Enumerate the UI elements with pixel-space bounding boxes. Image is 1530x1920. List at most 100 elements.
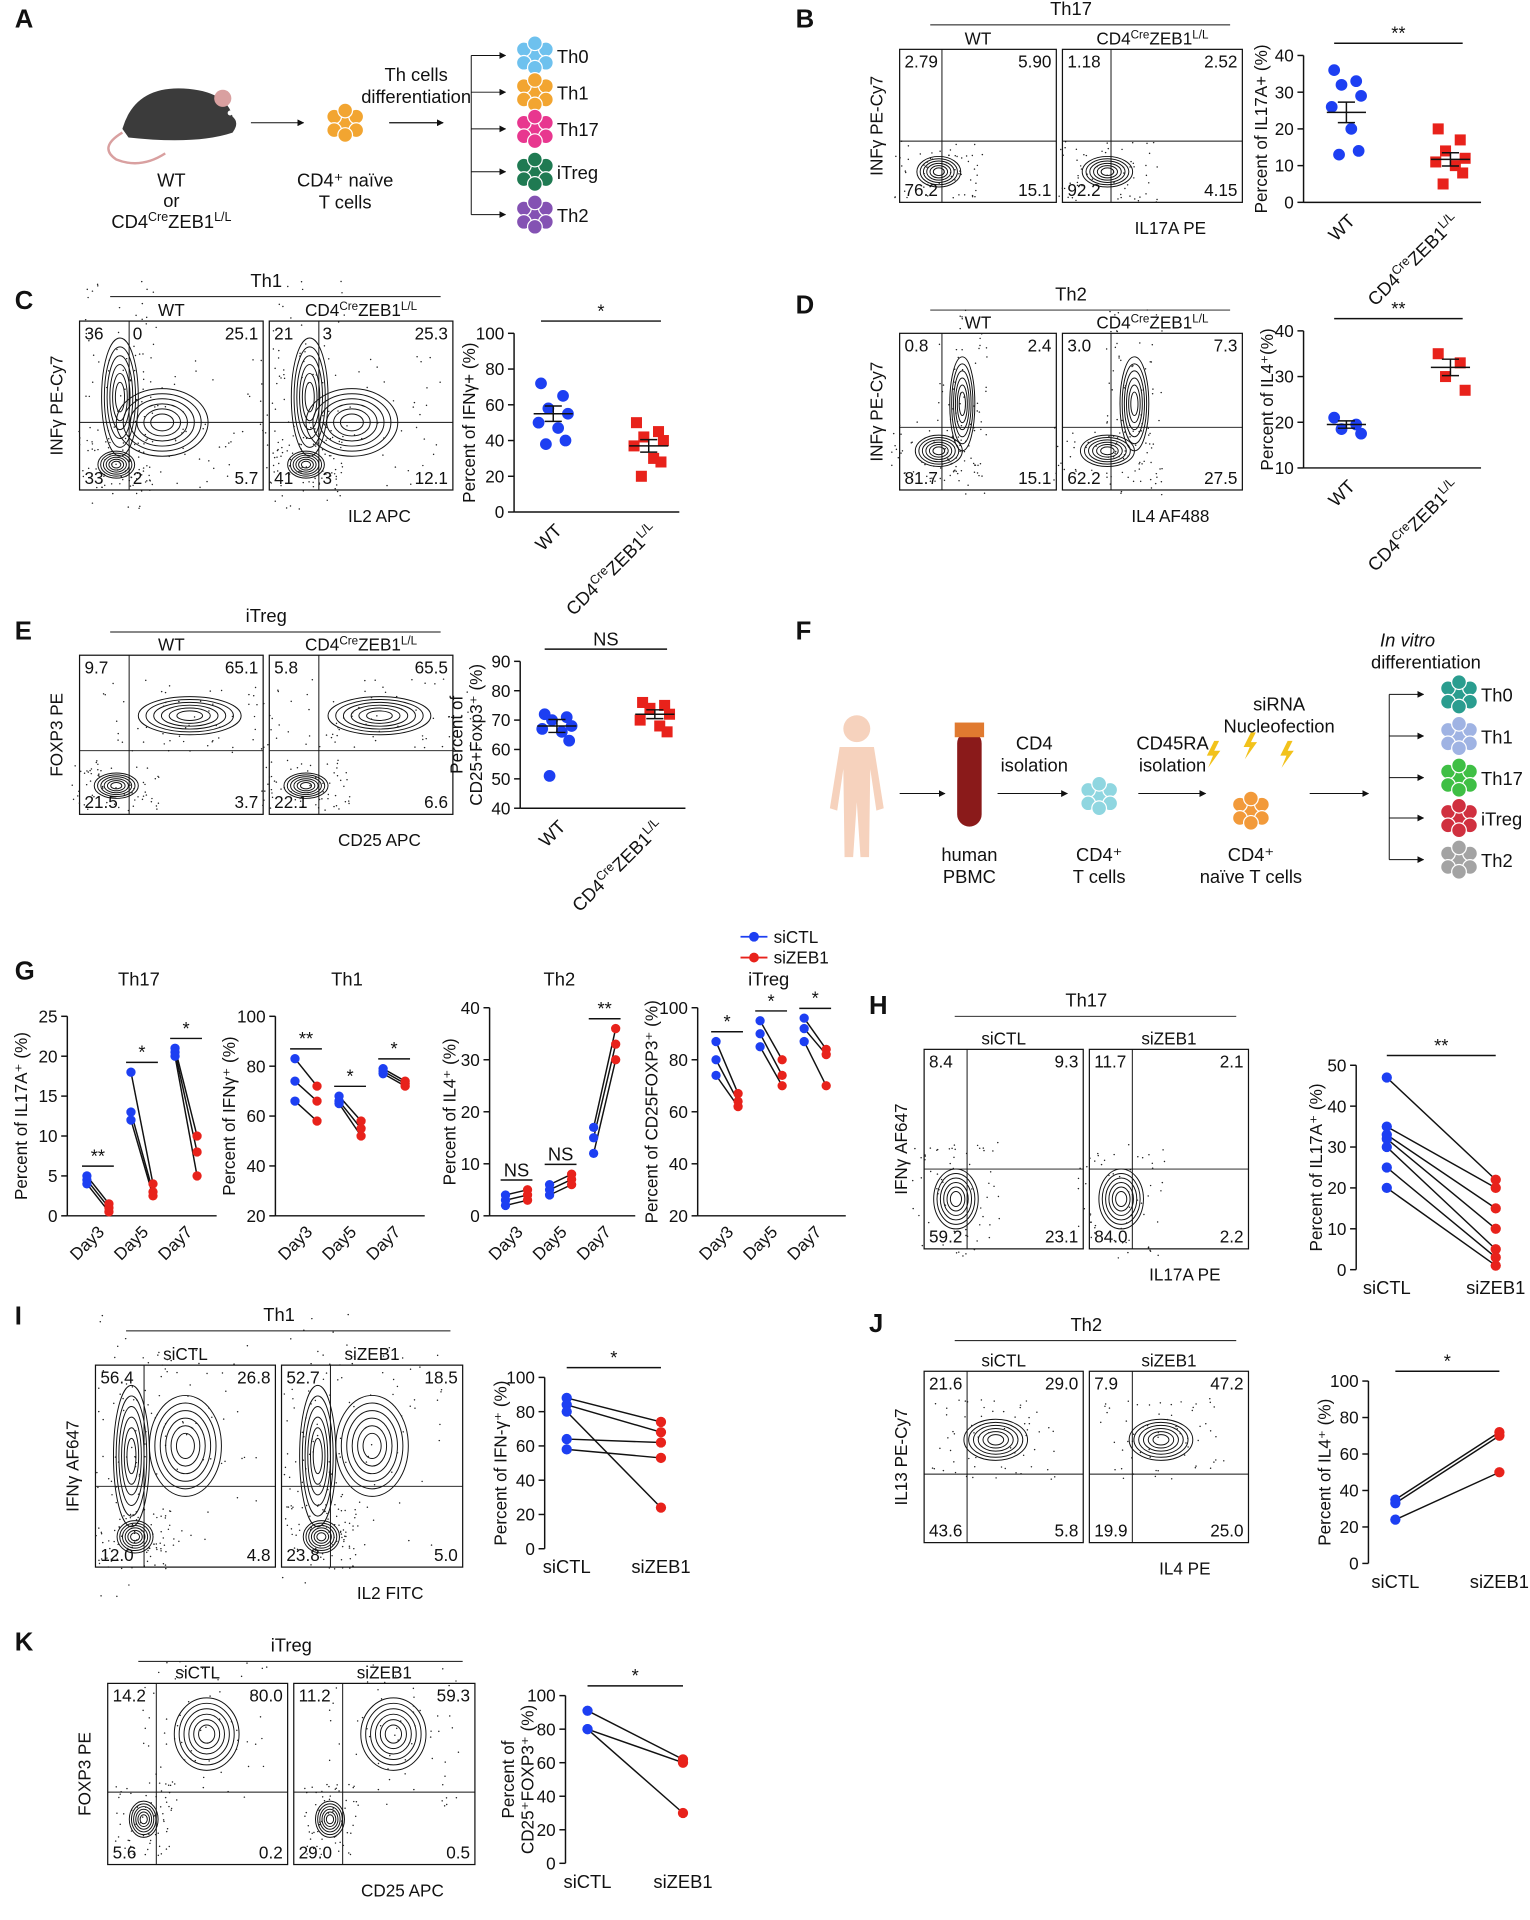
x-tick-label: siZEB1 — [653, 1871, 712, 1892]
event-dot — [101, 785, 104, 788]
event-dot — [951, 436, 953, 438]
event-dot — [1127, 455, 1129, 457]
event-dot — [1117, 312, 1120, 314]
event-dot — [291, 1533, 293, 1536]
panel-label: H — [869, 992, 888, 1020]
event-dot — [467, 711, 469, 713]
event-dot — [132, 1853, 135, 1855]
event-dot — [340, 1495, 342, 1498]
flow-plot — [923, 1370, 1084, 1544]
event-dot — [301, 1431, 304, 1434]
event-dot — [929, 157, 932, 160]
event-dot — [328, 1785, 330, 1788]
event-dot — [479, 747, 481, 749]
event-dot — [133, 1530, 136, 1533]
event-dot — [286, 1524, 289, 1527]
event-dot — [194, 1759, 197, 1762]
event-dot — [1053, 479, 1055, 481]
event-dot — [178, 1540, 180, 1543]
event-dot — [946, 429, 949, 432]
event-dot — [315, 374, 318, 376]
event-dot — [345, 1461, 347, 1464]
event-dot — [286, 450, 288, 452]
event-dot — [108, 359, 110, 362]
event-dot — [171, 1781, 174, 1783]
event-dot — [969, 321, 972, 324]
subset-label: Th0 — [1481, 685, 1513, 706]
event-dot — [420, 361, 422, 363]
event-dot — [912, 471, 915, 473]
event-dot — [350, 1832, 352, 1834]
event-dot — [1120, 492, 1122, 494]
event-dot — [125, 475, 127, 477]
event-dot — [975, 1456, 977, 1459]
significance: * — [346, 1066, 353, 1087]
contour — [293, 778, 319, 794]
event-dot — [164, 1368, 167, 1370]
event-dot — [114, 1456, 117, 1458]
label: differentiation — [1371, 652, 1481, 673]
event-dot — [361, 437, 363, 440]
event-dot — [162, 1819, 165, 1821]
event-dot — [981, 475, 983, 477]
event-dot — [1146, 452, 1148, 454]
event-dot — [96, 760, 98, 762]
event-dot — [1140, 430, 1143, 432]
event-dot — [955, 1252, 958, 1254]
event-dot — [1014, 1452, 1016, 1454]
event-dot — [166, 1828, 169, 1830]
event-dot — [1205, 1423, 1207, 1425]
event-dot — [976, 402, 979, 405]
event-dot — [208, 710, 210, 712]
event-dot — [903, 190, 906, 193]
event-dot — [1123, 387, 1126, 389]
contour — [116, 1520, 154, 1554]
event-dot — [98, 773, 100, 775]
contour — [1119, 356, 1150, 452]
event-dot — [388, 1347, 391, 1349]
contour — [170, 1425, 201, 1467]
human-icon — [829, 715, 884, 858]
event-dot — [356, 1720, 359, 1722]
event-dot — [1080, 168, 1083, 170]
event-dot — [1086, 173, 1088, 176]
event-dot — [1156, 476, 1158, 478]
event-dot — [349, 1558, 352, 1560]
event-dot — [1146, 309, 1149, 311]
event-dot — [1213, 1461, 1215, 1463]
y-tick-label: 80 — [1340, 1408, 1359, 1428]
event-dot — [202, 1776, 205, 1779]
event-dot — [931, 1467, 934, 1469]
event-dot — [307, 1390, 310, 1392]
event-dot — [296, 1548, 299, 1551]
event-dot — [146, 465, 148, 467]
event-dot — [147, 1549, 149, 1552]
contour — [296, 355, 324, 439]
event-dot — [156, 1516, 158, 1519]
contour — [290, 776, 322, 796]
event-dot — [263, 746, 265, 749]
event-dot — [269, 807, 272, 809]
event-dot — [290, 1505, 292, 1507]
event-dot — [1148, 1153, 1150, 1156]
event-dot — [377, 1762, 380, 1765]
event-dot — [1068, 479, 1070, 481]
quadrant-value: 15.1 — [1018, 468, 1051, 488]
event-dot — [305, 466, 308, 468]
contour — [127, 1529, 143, 1544]
event-dot — [321, 798, 323, 800]
event-dot — [1170, 1478, 1173, 1480]
y-tick-label: 0 — [1349, 1554, 1359, 1574]
event-dot — [125, 1517, 127, 1520]
contour — [312, 1437, 323, 1475]
event-dot — [1127, 1251, 1129, 1254]
event-dot — [931, 158, 934, 160]
data-point — [1454, 134, 1466, 146]
event-dot — [358, 1501, 361, 1504]
event-dot — [948, 154, 950, 157]
contour — [1121, 363, 1148, 445]
event-dot — [934, 480, 936, 482]
event-dot — [413, 401, 416, 404]
event-dot — [255, 1500, 257, 1502]
event-dot — [968, 1457, 970, 1460]
